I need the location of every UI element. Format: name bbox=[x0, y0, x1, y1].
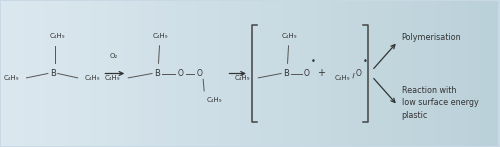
Text: C₄H₉: C₄H₉ bbox=[152, 33, 168, 39]
Text: C₄H₉: C₄H₉ bbox=[50, 33, 66, 39]
Text: C₄H₉: C₄H₉ bbox=[334, 75, 350, 81]
Text: •: • bbox=[310, 57, 316, 66]
Text: O: O bbox=[178, 69, 184, 78]
Text: B: B bbox=[154, 69, 160, 78]
Text: •: • bbox=[362, 57, 368, 66]
Text: C₄H₉: C₄H₉ bbox=[4, 75, 20, 81]
Text: C₄H₉: C₄H₉ bbox=[104, 75, 120, 81]
Text: O: O bbox=[356, 69, 362, 78]
Text: C₄H₉: C₄H₉ bbox=[206, 97, 222, 103]
Text: B: B bbox=[50, 69, 56, 78]
Text: Reaction with
low surface energy
plastic: Reaction with low surface energy plastic bbox=[402, 86, 478, 120]
Text: C₄H₉: C₄H₉ bbox=[282, 33, 298, 39]
Text: B: B bbox=[283, 69, 289, 78]
Text: Polymerisation: Polymerisation bbox=[402, 33, 462, 42]
Text: C₄H₉: C₄H₉ bbox=[85, 75, 100, 81]
Text: C₄H₉: C₄H₉ bbox=[234, 75, 250, 81]
Text: O: O bbox=[304, 69, 310, 78]
Text: O: O bbox=[196, 69, 202, 78]
Text: O₂: O₂ bbox=[110, 53, 118, 59]
Text: +: + bbox=[317, 69, 325, 78]
